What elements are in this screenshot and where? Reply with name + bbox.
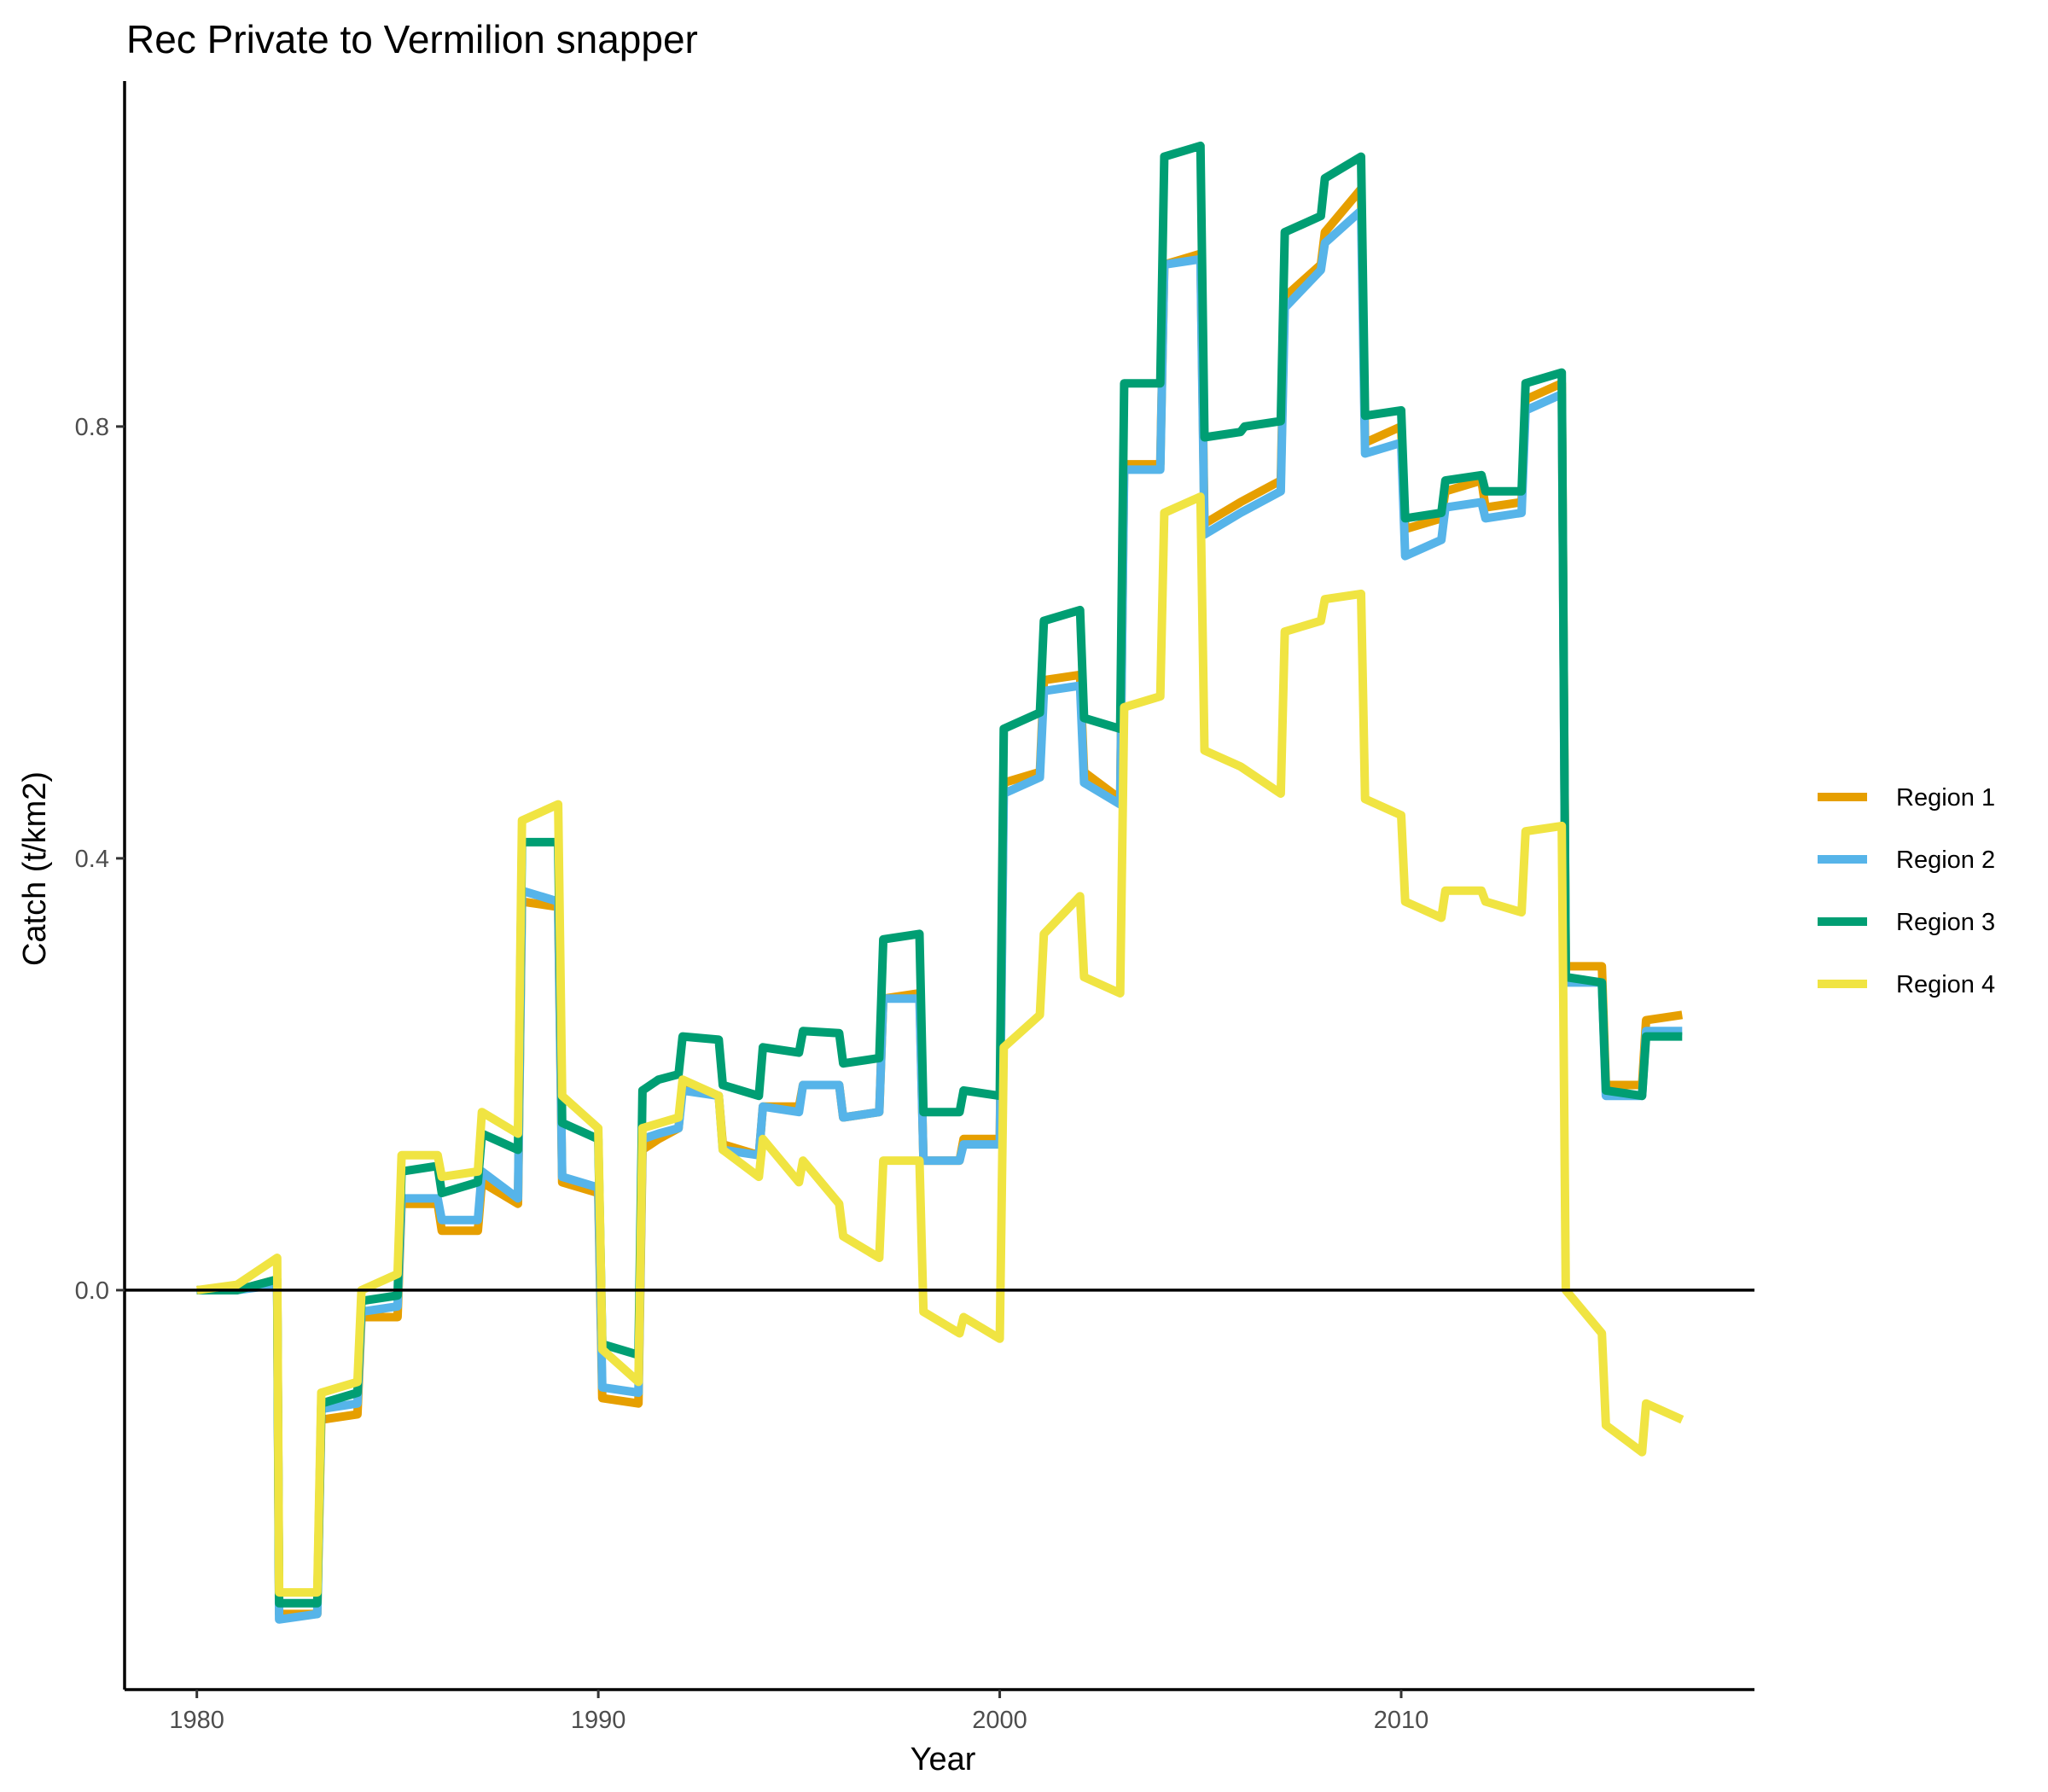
legend-label-region-1: Region 1 [1896, 784, 1995, 812]
y-tick-label: 0.4 [75, 846, 109, 873]
x-axis-title: Year [911, 1742, 976, 1777]
y-tick-label: 0.8 [75, 414, 109, 441]
chart-title: Rec Private to Vermilion snapper [126, 17, 698, 61]
series-layer [196, 141, 1684, 1624]
series-line-region-4 [196, 492, 1684, 1597]
series-line-region-2 [196, 206, 1683, 1624]
y-axis-ticks: 0.0 0.4 0.8 [75, 414, 125, 1305]
y-tick-label: 0.0 [75, 1277, 109, 1305]
series-line-region-1 [196, 184, 1684, 1619]
axes: 1980 1990 2000 2010 0.0 0.4 0.8 [75, 81, 1754, 1734]
legend: Region 1 Region 2 Region 3 Region 4 [1818, 784, 1995, 998]
x-tick-label: 1980 [169, 1707, 224, 1734]
plot-area [125, 141, 1754, 1624]
x-tick-label: 1990 [571, 1707, 626, 1734]
legend-label-region-4: Region 4 [1896, 971, 1995, 998]
series-line-region-3 [196, 141, 1683, 1608]
x-axis-ticks: 1980 1990 2000 2010 [169, 1690, 1428, 1734]
x-tick-label: 2010 [1374, 1707, 1429, 1734]
y-axis-title: Catch (t/km2) [17, 771, 53, 966]
legend-label-region-2: Region 2 [1896, 847, 1995, 874]
x-tick-label: 2000 [972, 1707, 1027, 1734]
legend-label-region-3: Region 3 [1896, 909, 1995, 936]
